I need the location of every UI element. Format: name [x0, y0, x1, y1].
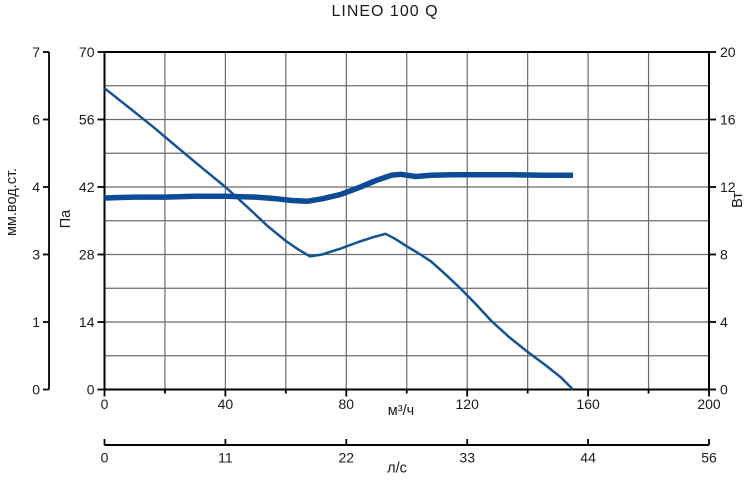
watt-tick-label: 8	[720, 247, 728, 263]
axis-m3h: 0 40 80 120 160 200 м³/ч	[101, 389, 721, 419]
m3h-tick-label: 40	[218, 396, 234, 412]
axis-title-ls: л/с	[387, 461, 407, 477]
mm-tick-label: 3	[32, 247, 40, 263]
axis-title-mm: мм.вод.ст.	[4, 168, 20, 236]
chart-title: LINEO 100 Q	[331, 3, 439, 20]
pa-tick-label: 28	[79, 247, 95, 263]
grid-lines	[104, 52, 709, 390]
watt-tick-label: 4	[720, 314, 728, 330]
ls-tick-label: 33	[459, 449, 475, 465]
m3h-tick-label: 0	[101, 396, 109, 412]
mm-tick-label: 6	[32, 112, 40, 128]
watt-tick-label: 16	[720, 112, 736, 128]
ls-tick-label: 0	[101, 449, 109, 465]
ls-tick-label: 11	[218, 449, 233, 465]
mm-tick-label: 4	[32, 179, 40, 195]
mm-tick-label: 7	[32, 44, 40, 60]
axis-title-watt: Вт	[730, 192, 746, 208]
watt-tick-label: 12	[720, 179, 736, 195]
m3h-tick-label: 80	[339, 396, 355, 412]
m3h-tick-label: 200	[697, 396, 721, 412]
m3h-tick-label: 160	[576, 396, 600, 412]
ls-tick-label: 56	[701, 449, 717, 465]
mm-tick-label: 1	[32, 314, 40, 330]
data-curves	[103, 87, 574, 391]
power-curve	[104, 171, 573, 205]
pressure-curve	[103, 87, 574, 391]
axis-title-m3h: м³/ч	[388, 403, 414, 419]
watt-tick-label: 0	[720, 382, 728, 398]
pa-tick-label: 14	[79, 314, 95, 330]
axis-ls: 0 11 22 33 44 56 л/с	[101, 439, 717, 477]
watt-tick-label: 20	[720, 44, 736, 60]
ls-tick-label: 22	[339, 449, 355, 465]
pa-tick-label: 42	[79, 179, 95, 195]
axis-watt: 0 4 8 12 16 20 Вт	[709, 44, 746, 398]
axis-title-pa: Па	[58, 209, 74, 228]
mm-tick-label: 0	[32, 382, 40, 398]
axis-pa: 0 14 28 42 56 70 Па	[58, 44, 105, 398]
axis-mm-vod-st: 7 6 4 3 1 0 мм.вод.ст.	[4, 44, 50, 398]
pa-tick-label: 56	[79, 112, 95, 128]
pa-tick-label: 70	[79, 44, 95, 60]
ls-tick-label: 44	[580, 449, 596, 465]
m3h-tick-label: 120	[456, 396, 480, 412]
pa-tick-label: 0	[87, 382, 95, 398]
